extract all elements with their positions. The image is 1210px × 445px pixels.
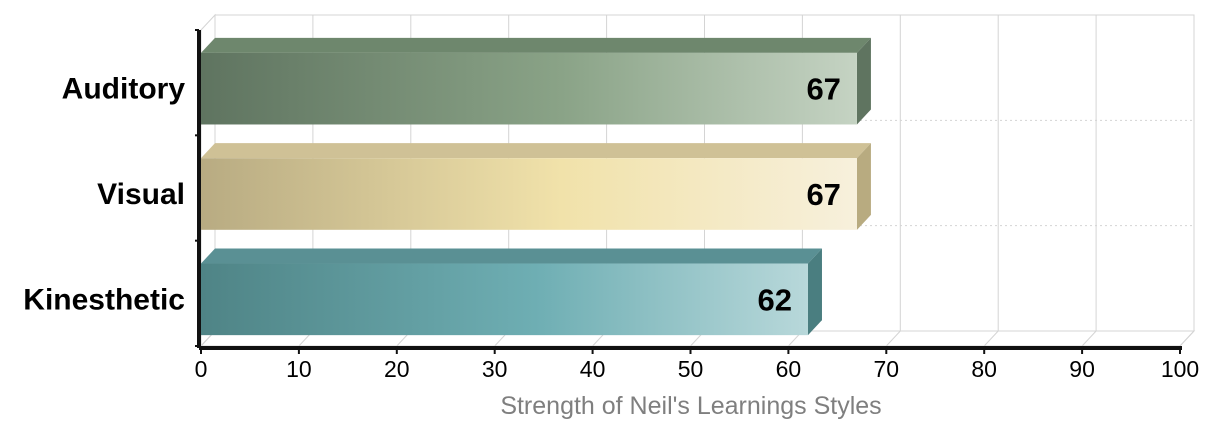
x-tick-label: 90	[1069, 356, 1095, 382]
x-tick-label: 10	[286, 356, 312, 382]
bar-front-face	[201, 158, 857, 230]
bar-top-face	[201, 143, 871, 159]
x-tick-label: 30	[482, 356, 508, 382]
bar-top-face	[201, 37, 871, 53]
bar-visual	[201, 143, 871, 230]
x-tick-label: 40	[580, 356, 606, 382]
gridline-floor	[885, 330, 901, 347]
bar-side-face	[856, 37, 871, 125]
x-axis-title: Strength of Neil's Learnings Styles	[500, 392, 881, 420]
axes	[195, 29, 1182, 354]
bar-top-face	[201, 248, 822, 264]
category-label: Kinesthetic	[23, 283, 185, 316]
x-tick-label: 20	[384, 356, 410, 382]
gridline-floor	[1179, 330, 1195, 347]
bars	[201, 37, 871, 336]
bar-front-face	[201, 263, 808, 336]
gridline-floor	[983, 330, 999, 347]
bar-auditory	[201, 37, 871, 125]
category-label: Auditory	[62, 73, 186, 106]
data-label: 62	[757, 282, 791, 317]
data-label: 67	[806, 177, 840, 212]
labels: 67 Auditory 67 Visual 62 Kinesthetic 0 10 20 30 40…	[23, 72, 1199, 382]
x-tick-label: 80	[971, 356, 997, 382]
x-tick-label: 100	[1161, 356, 1199, 382]
category-label: Visual	[97, 178, 185, 211]
gridline-floor	[1081, 330, 1097, 347]
x-tick-label: 60	[776, 356, 802, 382]
bar-side-face	[807, 248, 822, 336]
bar-side-face	[856, 143, 871, 230]
bar-kinesthetic	[201, 248, 822, 336]
x-tick-label: 70	[874, 356, 900, 382]
bar-front-face	[201, 52, 857, 125]
data-label: 67	[806, 72, 840, 107]
x-tick-label: 0	[195, 356, 208, 382]
x-tick-label: 50	[678, 356, 704, 382]
